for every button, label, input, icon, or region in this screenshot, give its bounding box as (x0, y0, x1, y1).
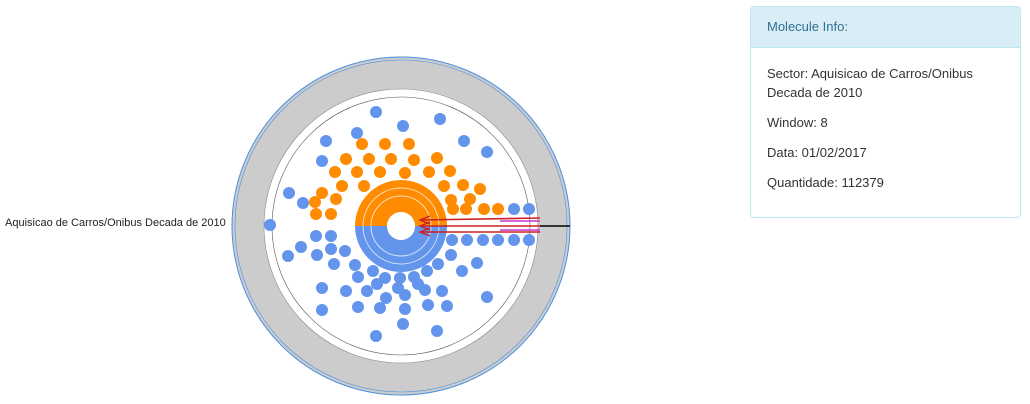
blue-dot[interactable] (456, 265, 468, 277)
orange-dot[interactable] (408, 154, 420, 166)
orange-dot[interactable] (444, 165, 456, 177)
blue-dot[interactable] (352, 301, 364, 313)
blue-dot[interactable] (441, 300, 453, 312)
blue-dot[interactable] (445, 249, 457, 261)
blue-dot[interactable] (421, 265, 433, 277)
orange-dot[interactable] (460, 203, 472, 215)
info-quantidade: Quantidade: 112379 (767, 175, 884, 190)
blue-dot[interactable] (492, 234, 504, 246)
blue-dot[interactable] (458, 135, 470, 147)
molecule-info-panel: Molecule Info: Sector: Aquisicao de Carr… (750, 6, 1021, 218)
info-data: Data: 01/02/2017 (767, 145, 867, 160)
blue-dot[interactable] (397, 120, 409, 132)
orange-dot[interactable] (379, 138, 391, 150)
blue-dot[interactable] (436, 285, 448, 297)
blue-dot[interactable] (295, 241, 307, 253)
blue-dot[interactable] (297, 197, 309, 209)
orange-dot[interactable] (474, 183, 486, 195)
panel-title: Molecule Info: (751, 7, 1020, 48)
blue-dot[interactable] (349, 259, 361, 271)
blue-dot[interactable] (352, 271, 364, 283)
blue-dot[interactable] (394, 272, 406, 284)
orange-dot[interactable] (457, 179, 469, 191)
blue-dot[interactable] (422, 299, 434, 311)
blue-dot[interactable] (446, 234, 458, 246)
orange-dot[interactable] (351, 166, 363, 178)
blue-dot[interactable] (340, 285, 352, 297)
info-sector: Sector: Aquisicao de Carros/Onibus Decad… (767, 66, 973, 100)
blue-dot[interactable] (283, 187, 295, 199)
orange-dot[interactable] (478, 203, 490, 215)
blue-dot[interactable] (361, 285, 373, 297)
orange-dot[interactable] (358, 180, 370, 192)
blue-dot[interactable] (412, 278, 424, 290)
blue-dot[interactable] (311, 249, 323, 261)
blue-dot[interactable] (370, 106, 382, 118)
orange-dot[interactable] (325, 208, 337, 220)
molecule-visualization[interactable] (0, 0, 740, 404)
orange-dot[interactable] (330, 193, 342, 205)
inner-core (355, 180, 447, 272)
blue-dot[interactable] (399, 303, 411, 315)
blue-dot[interactable] (380, 292, 392, 304)
blue-dot[interactable] (477, 234, 489, 246)
orange-dot[interactable] (438, 180, 450, 192)
inner-arc-orange (355, 180, 447, 226)
blue-dot[interactable] (325, 243, 337, 255)
orange-dot[interactable] (374, 166, 386, 178)
blue-dot[interactable] (328, 258, 340, 270)
blue-dot[interactable] (264, 219, 276, 231)
orange-dot[interactable] (340, 153, 352, 165)
blue-dot[interactable] (316, 155, 328, 167)
molecule-dots[interactable] (264, 106, 535, 342)
orange-dot[interactable] (310, 208, 322, 220)
blue-dot[interactable] (371, 278, 383, 290)
blue-dot[interactable] (434, 113, 446, 125)
blue-dot[interactable] (325, 230, 337, 242)
orange-dot[interactable] (316, 187, 328, 199)
blue-dot[interactable] (282, 250, 294, 262)
blue-dot[interactable] (523, 203, 535, 215)
blue-dot[interactable] (471, 257, 483, 269)
orange-dot[interactable] (492, 203, 504, 215)
blue-dot[interactable] (320, 135, 332, 147)
window-arrows (418, 215, 570, 237)
blue-dot[interactable] (351, 127, 363, 139)
orange-dot[interactable] (464, 193, 476, 205)
blue-dot[interactable] (461, 234, 473, 246)
info-window: Window: 8 (767, 115, 828, 130)
blue-dot[interactable] (367, 265, 379, 277)
inner-arc-blue (355, 226, 447, 272)
orange-dot[interactable] (423, 166, 435, 178)
blue-dot[interactable] (508, 234, 520, 246)
blue-dot[interactable] (523, 234, 535, 246)
panel-body: Sector: Aquisicao de Carros/Onibus Decad… (751, 48, 1020, 192)
blue-dot[interactable] (397, 318, 409, 330)
orange-dot[interactable] (385, 153, 397, 165)
sector-label: Aquisicao de Carros/Onibus Decada de 201… (5, 217, 226, 229)
orange-dot[interactable] (336, 180, 348, 192)
blue-dot[interactable] (339, 245, 351, 257)
blue-dot[interactable] (431, 325, 443, 337)
blue-dot[interactable] (392, 282, 404, 294)
blue-dot[interactable] (370, 330, 382, 342)
orange-dot[interactable] (403, 138, 415, 150)
orange-dot[interactable] (399, 167, 411, 179)
orange-dot[interactable] (356, 138, 368, 150)
blue-dot[interactable] (316, 282, 328, 294)
orange-dot[interactable] (445, 194, 457, 206)
orange-dot[interactable] (431, 152, 443, 164)
blue-dot[interactable] (508, 203, 520, 215)
blue-dot[interactable] (310, 230, 322, 242)
blue-dot[interactable] (316, 304, 328, 316)
orange-dot[interactable] (309, 196, 321, 208)
blue-dot[interactable] (374, 302, 386, 314)
orange-dot[interactable] (447, 203, 459, 215)
orange-dot[interactable] (363, 153, 375, 165)
orange-dot[interactable] (329, 166, 341, 178)
blue-dot[interactable] (481, 291, 493, 303)
blue-dot[interactable] (432, 258, 444, 270)
blue-dot[interactable] (481, 146, 493, 158)
